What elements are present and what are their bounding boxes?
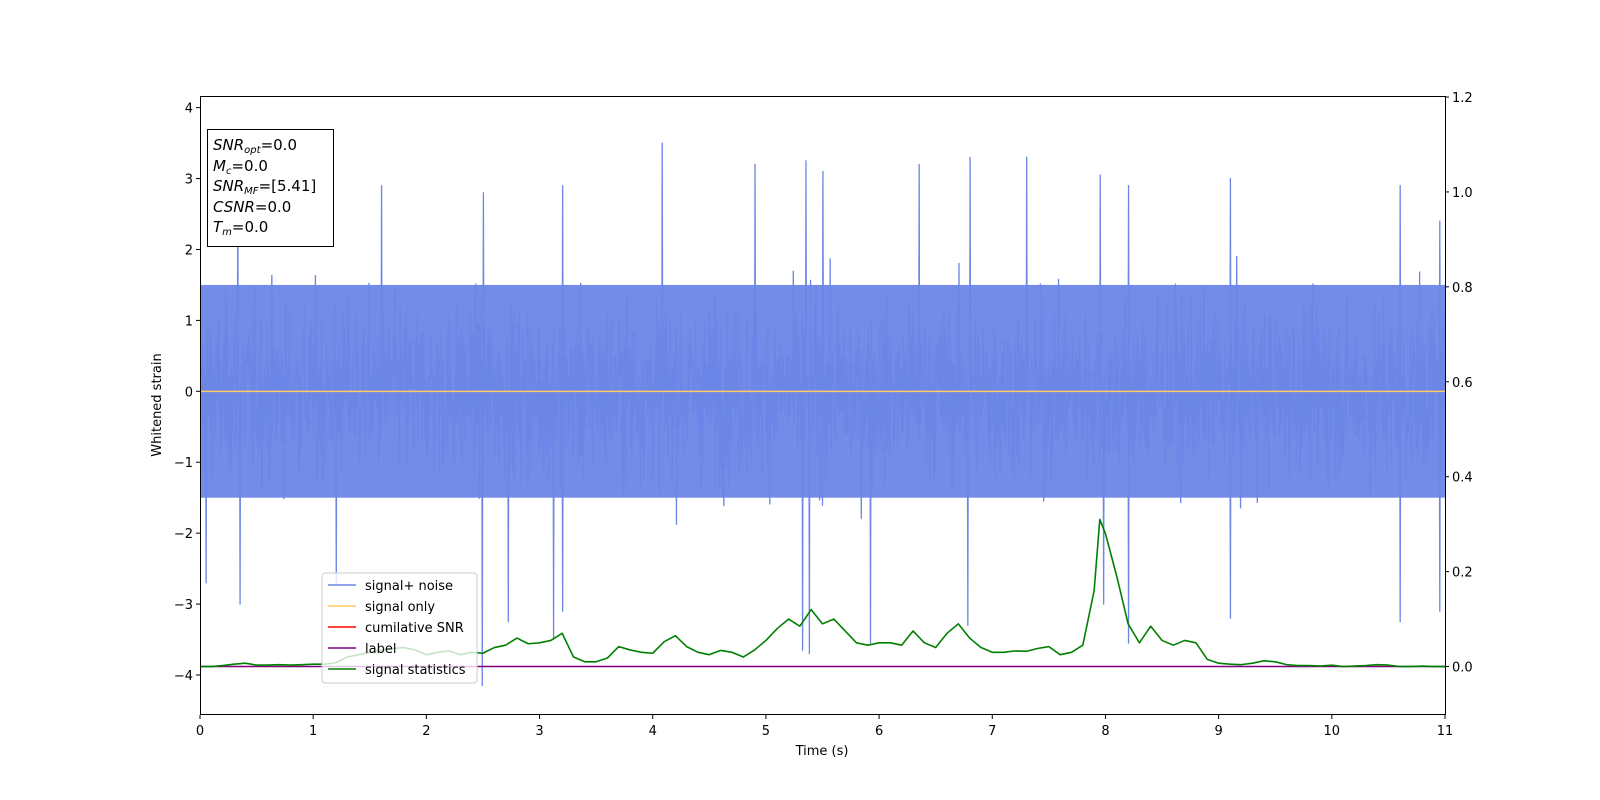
y-tick-label: −1 bbox=[174, 456, 193, 471]
x-tick-label: 4 bbox=[649, 724, 657, 739]
x-tick-label: 0 bbox=[196, 724, 204, 739]
y2-tick-label: 0.6 bbox=[1452, 376, 1473, 391]
legend-label: signal statistics bbox=[365, 663, 466, 678]
y-tick-label: 3 bbox=[185, 173, 193, 188]
x-tick-label: 11 bbox=[1437, 724, 1454, 739]
y2-tick-label: 0.4 bbox=[1452, 471, 1473, 486]
axis-ticks: 0 1 2 3 4 5 6 7 8 9 10 1143210−1−2−3−41.21.00.80.60… bbox=[174, 91, 1473, 739]
csnr-line: CSNR=0.0 bbox=[213, 197, 292, 216]
snr-mf-line: SNRMF=[5.41] bbox=[213, 177, 317, 197]
legend-box bbox=[321, 572, 478, 684]
y2-tick-label: 1.2 bbox=[1452, 91, 1473, 106]
legend-label: signal+ noise bbox=[365, 579, 453, 594]
y-tick-label: 4 bbox=[185, 102, 193, 117]
snr-opt-line: SNRopt=0.0 bbox=[213, 136, 297, 156]
mc-line: Mc=0.0 bbox=[213, 156, 268, 177]
y-tick-label: −3 bbox=[174, 598, 193, 613]
legend-label: cumilative SNR bbox=[365, 621, 464, 636]
x-tick-label: 9 bbox=[1214, 724, 1222, 739]
y-tick-label: 2 bbox=[185, 243, 193, 258]
x-tick-label: 10 bbox=[1324, 724, 1341, 739]
y-axis-label: Whitened strain bbox=[150, 353, 165, 456]
x-tick-label: 6 bbox=[875, 724, 883, 739]
y-tick-label: −2 bbox=[174, 527, 193, 542]
x-axis-label: Time (s) bbox=[795, 744, 849, 759]
y2-tick-label: 0.8 bbox=[1452, 281, 1473, 296]
tm-line: Tm=0.0 bbox=[213, 218, 269, 238]
x-tick-label: 2 bbox=[422, 724, 430, 739]
y2-tick-label: 0.0 bbox=[1452, 661, 1473, 676]
y2-tick-label: 0.2 bbox=[1452, 566, 1473, 581]
info-box: SNRopt=0.0 Mc=0.0 SNRMF=[5.41] CSNR=0.0 … bbox=[207, 129, 334, 247]
y-tick-label: −4 bbox=[174, 669, 193, 684]
legend: signal+ noise signal only cumilative SNR la… bbox=[321, 572, 478, 684]
legend-label: label bbox=[365, 642, 396, 657]
x-tick-label: 8 bbox=[1101, 724, 1109, 739]
x-tick-label: 7 bbox=[988, 724, 996, 739]
legend-label: signal only bbox=[365, 600, 435, 615]
x-tick-label: 5 bbox=[762, 724, 770, 739]
y-tick-label: 0 bbox=[185, 385, 193, 400]
y-tick-label: 1 bbox=[185, 314, 193, 329]
x-tick-label: 1 bbox=[309, 724, 317, 739]
plot-frame bbox=[200, 96, 1446, 715]
x-tick-label: 3 bbox=[535, 724, 543, 739]
y2-tick-label: 1.0 bbox=[1452, 186, 1473, 201]
